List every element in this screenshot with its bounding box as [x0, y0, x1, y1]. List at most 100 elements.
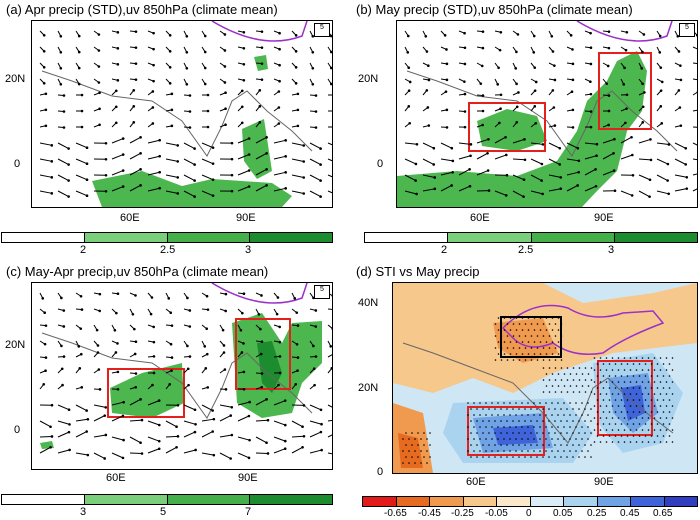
stipple-dot	[572, 367, 575, 369]
wind-arrow-head	[265, 441, 268, 445]
wind-arrow-head	[116, 387, 120, 391]
wind-arrow-head	[594, 168, 597, 171]
stipple-dot	[536, 456, 538, 458]
stipple-dot	[402, 438, 404, 440]
wind-arrow-head	[61, 383, 64, 387]
wind-arrow-head	[242, 78, 246, 82]
precip-area	[110, 363, 184, 418]
stipple-dot	[524, 408, 526, 410]
wind-arrow-head	[284, 139, 287, 142]
wind-arrow-head	[607, 46, 611, 50]
colorbar-label: 2.5	[160, 244, 176, 256]
wind-arrow	[147, 400, 160, 406]
colorbar-bin	[2, 233, 85, 242]
stipple-dot	[539, 329, 542, 331]
wind-arrow-head	[257, 312, 261, 316]
wind-arrow	[129, 398, 141, 406]
coastline	[41, 332, 313, 419]
wind-arrow-head	[132, 121, 136, 124]
wind-arrow	[692, 142, 697, 146]
stipple-dot	[668, 411, 671, 413]
colorbar-label: 0.65	[653, 508, 673, 519]
wind-arrow-head	[185, 83, 189, 86]
wind-arrow-head	[176, 176, 180, 179]
stipple-dot	[429, 444, 431, 446]
wind-arrow-head	[158, 423, 161, 427]
stipple-dot	[668, 435, 671, 437]
wind-arrow-head	[204, 367, 208, 370]
stipple-dot	[590, 432, 592, 434]
stipple-dot	[530, 432, 532, 434]
wind-arrow-head	[248, 438, 251, 442]
wind-arrow-head	[313, 383, 316, 387]
stipple-dot	[518, 359, 521, 361]
stipple-dot	[566, 391, 569, 393]
stipple-dot	[527, 414, 529, 416]
x-tick: 90E	[236, 212, 256, 224]
stipple-dot	[497, 438, 499, 440]
wind-arrow	[548, 158, 560, 165]
wind-arrow	[273, 400, 286, 406]
stipple-dot	[617, 441, 620, 443]
wind-arrow	[75, 452, 88, 456]
stipple-dot	[545, 373, 548, 375]
stipple-dot	[557, 329, 560, 331]
stipple-dot	[476, 420, 478, 422]
stipple-dot	[617, 357, 620, 359]
wind-arrow-head	[552, 106, 556, 109]
precip-area	[92, 171, 292, 207]
wind-arrow-head	[44, 324, 48, 327]
stipple-dot	[417, 456, 419, 458]
colorbar-label: 0.45	[620, 508, 640, 519]
wind-arrow-head	[240, 351, 244, 354]
wind-arrow-head	[68, 448, 71, 452]
stipple-dot	[411, 444, 413, 446]
wind-arrow-head	[152, 340, 156, 344]
wind-arrow-head	[242, 387, 246, 391]
wind-arrow-head	[206, 386, 210, 389]
stipple-dot	[635, 441, 638, 443]
wind-arrow	[111, 170, 124, 176]
wind-arrow-head	[522, 178, 526, 181]
stipple-dot	[566, 444, 568, 446]
stipple-dot	[620, 363, 623, 365]
wind-arrow	[57, 431, 70, 438]
wind-arrow-head	[121, 153, 125, 156]
wind-arrow-head	[188, 126, 192, 129]
wind-arrow-head	[98, 292, 102, 296]
stipple-dot	[608, 363, 611, 365]
wind-arrow	[183, 142, 195, 150]
wind-arrow	[327, 324, 332, 329]
wind-arrow-head	[532, 51, 536, 54]
stipple-dot	[533, 329, 536, 331]
wind-arrow-head	[97, 49, 101, 52]
wind-arrow-head	[116, 79, 120, 82]
wind-arrow	[93, 415, 105, 422]
stipple-dot	[560, 367, 563, 369]
stipple-dot	[656, 423, 659, 425]
wind-arrow-head	[193, 195, 196, 198]
wind-arrow-head	[67, 163, 70, 166]
wind-arrow-head	[481, 30, 485, 33]
wind-arrow	[183, 420, 196, 425]
stipple-dot	[560, 432, 562, 434]
wind-arrow-head	[134, 46, 138, 49]
colorbar-label: -0.45	[418, 508, 441, 519]
wind-arrow	[291, 446, 303, 454]
stipple-dot	[473, 438, 475, 440]
stipple-dot	[647, 381, 650, 383]
stipple-dot	[482, 456, 484, 458]
stipple-dot	[653, 369, 656, 371]
stipple-dot	[548, 432, 550, 434]
stipple-dot	[506, 347, 509, 349]
stipple-dot	[512, 323, 515, 325]
wind-arrow-head	[224, 309, 227, 313]
wind-arrow-head	[223, 33, 227, 36]
wind-arrow-head	[134, 372, 138, 375]
wind-arrow-head	[186, 367, 190, 371]
wind-arrow-head	[176, 192, 180, 195]
wind-arrow-head	[649, 158, 653, 162]
wind-arrow-head	[516, 33, 520, 36]
stipple-dot	[602, 411, 605, 413]
wind-arrow-head	[188, 325, 192, 328]
